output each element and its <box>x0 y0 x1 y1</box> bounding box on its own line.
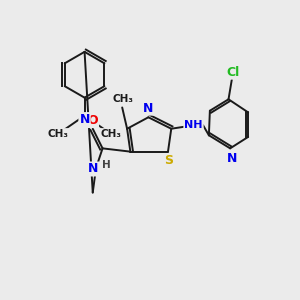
Text: H: H <box>102 160 111 170</box>
Text: NH: NH <box>184 120 203 130</box>
Text: N: N <box>226 152 237 165</box>
Text: CH₃: CH₃ <box>48 129 69 139</box>
Text: CH₃: CH₃ <box>100 129 121 139</box>
Text: Cl: Cl <box>226 66 239 79</box>
Text: N: N <box>80 113 90 126</box>
Text: N: N <box>143 102 154 115</box>
Text: S: S <box>164 154 173 167</box>
Text: CH₃: CH₃ <box>113 94 134 104</box>
Text: N: N <box>88 163 99 176</box>
Text: O: O <box>87 114 98 127</box>
